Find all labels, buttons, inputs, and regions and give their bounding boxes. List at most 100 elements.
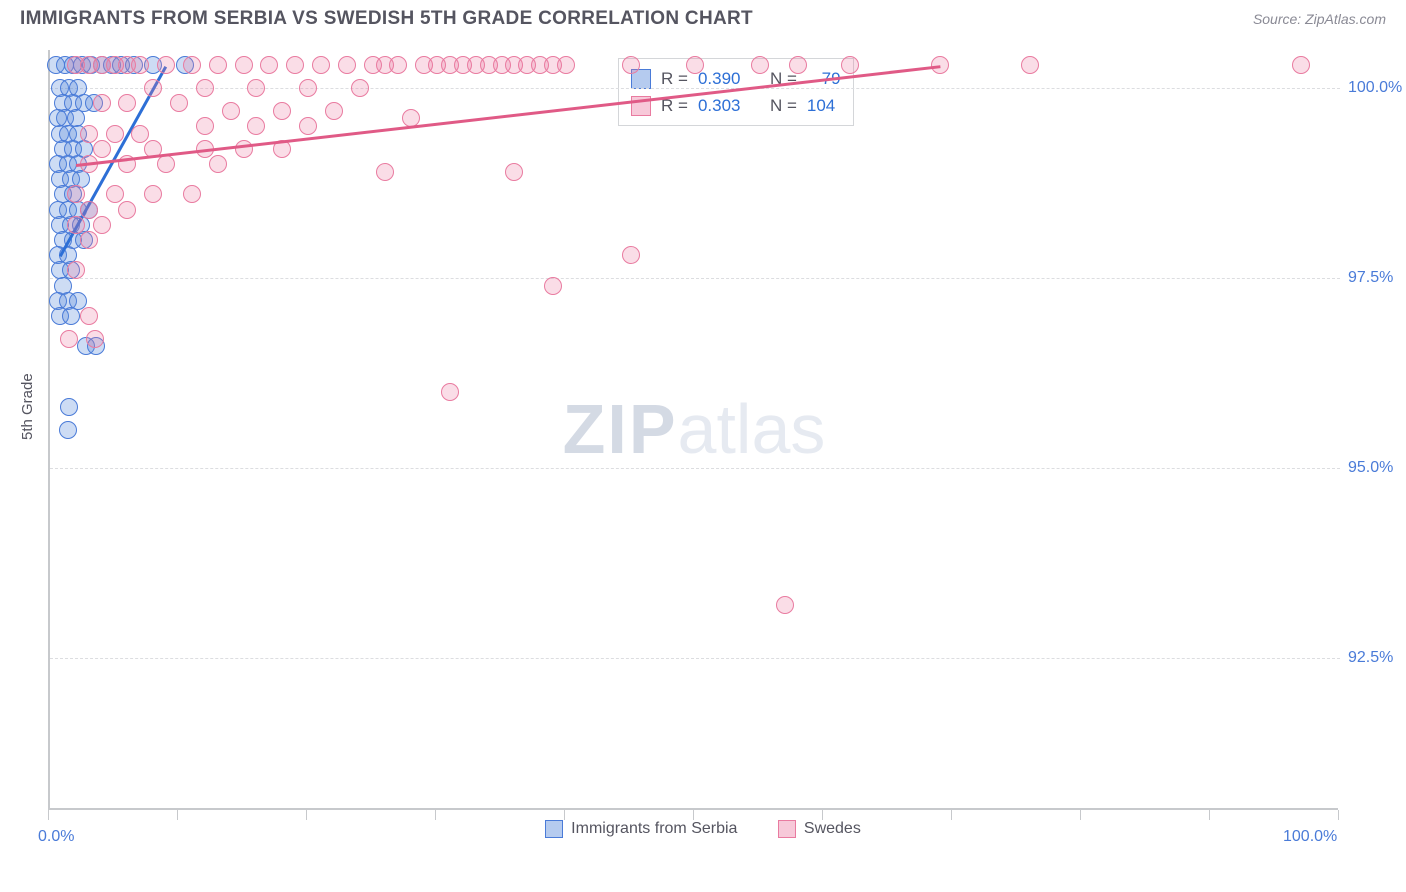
chart-header: IMMIGRANTS FROM SERBIA VS SWEDISH 5TH GR…	[0, 0, 1406, 34]
watermark-atlas: atlas	[678, 390, 826, 468]
bottom-swatch-swedes	[778, 820, 796, 838]
legend-r-swedes: 0.303	[698, 92, 741, 119]
ytick-label: 100.0%	[1348, 79, 1402, 97]
data-point	[209, 155, 227, 173]
data-point	[351, 79, 369, 97]
xtick-mark	[435, 810, 436, 820]
data-point	[118, 94, 136, 112]
plot-region: ZIPatlas R = 0.390 N = 79 R = 0.303 N = …	[48, 50, 1338, 810]
data-point	[1021, 56, 1039, 74]
data-point	[776, 596, 794, 614]
xtick-mark	[1209, 810, 1210, 820]
gridline-h	[50, 658, 1340, 659]
data-point	[93, 140, 111, 158]
watermark: ZIPatlas	[563, 389, 826, 469]
data-point	[299, 117, 317, 135]
data-point	[93, 94, 111, 112]
data-point	[841, 56, 859, 74]
data-point	[247, 117, 265, 135]
data-point	[544, 277, 562, 295]
gridline-h	[50, 88, 1340, 89]
data-point	[441, 383, 459, 401]
data-point	[131, 125, 149, 143]
ytick-label: 95.0%	[1348, 459, 1393, 477]
data-point	[557, 56, 575, 74]
data-point	[170, 94, 188, 112]
xtick-mark	[1080, 810, 1081, 820]
data-point	[183, 185, 201, 203]
data-point	[80, 231, 98, 249]
legend-n-swedes: 104	[807, 92, 835, 119]
source-credit: Source: ZipAtlas.com	[1253, 11, 1386, 27]
xtick-mark	[177, 810, 178, 820]
data-point	[144, 185, 162, 203]
data-point	[505, 163, 523, 181]
data-point	[60, 398, 78, 416]
y-axis-label: 5th Grade	[19, 373, 36, 440]
data-point	[118, 201, 136, 219]
data-point	[209, 56, 227, 74]
data-point	[299, 79, 317, 97]
chart-title: IMMIGRANTS FROM SERBIA VS SWEDISH 5TH GR…	[20, 8, 753, 30]
data-point	[62, 307, 80, 325]
data-point	[196, 117, 214, 135]
watermark-zip: ZIP	[563, 390, 678, 468]
bottom-legend: Immigrants from Serbia Swedes	[0, 820, 1406, 843]
ytick-label: 97.5%	[1348, 269, 1393, 287]
ytick-label: 92.5%	[1348, 649, 1393, 667]
data-point	[59, 421, 77, 439]
data-point	[286, 56, 304, 74]
bottom-legend-item-swedes: Swedes	[778, 820, 861, 838]
bottom-label-serbia: Immigrants from Serbia	[571, 820, 737, 838]
gridline-h	[50, 468, 1340, 469]
data-point	[260, 56, 278, 74]
data-point	[80, 307, 98, 325]
data-point	[325, 102, 343, 120]
data-point	[131, 56, 149, 74]
data-point	[622, 246, 640, 264]
bottom-swatch-serbia	[545, 820, 563, 838]
chart-area: ZIPatlas R = 0.390 N = 79 R = 0.303 N = …	[48, 50, 1378, 810]
xtick-mark	[48, 810, 49, 820]
bottom-label-swedes: Swedes	[804, 820, 861, 838]
data-point	[106, 125, 124, 143]
data-point	[183, 56, 201, 74]
data-point	[235, 56, 253, 74]
data-point	[622, 56, 640, 74]
data-point	[106, 185, 124, 203]
data-point	[196, 79, 214, 97]
data-point	[376, 163, 394, 181]
data-point	[157, 56, 175, 74]
data-point	[67, 185, 85, 203]
legend-n-prefix-2: N =	[770, 92, 797, 119]
xtick-mark	[306, 810, 307, 820]
xtick-mark	[564, 810, 565, 820]
bottom-legend-item-serbia: Immigrants from Serbia	[545, 820, 737, 838]
data-point	[222, 102, 240, 120]
data-point	[80, 125, 98, 143]
xtick-mark	[1338, 810, 1339, 820]
data-point	[235, 140, 253, 158]
data-point	[144, 79, 162, 97]
data-point	[273, 102, 291, 120]
data-point	[247, 79, 265, 97]
data-point	[80, 201, 98, 219]
data-point	[1292, 56, 1310, 74]
correlation-legend: R = 0.390 N = 79 R = 0.303 N = 104	[618, 58, 854, 126]
data-point	[686, 56, 704, 74]
data-point	[789, 56, 807, 74]
data-point	[93, 216, 111, 234]
data-point	[157, 155, 175, 173]
xtick-mark	[951, 810, 952, 820]
data-point	[86, 330, 104, 348]
data-point	[338, 56, 356, 74]
xtick-mark	[693, 810, 694, 820]
data-point	[60, 330, 78, 348]
data-point	[312, 56, 330, 74]
gridline-h	[50, 278, 1340, 279]
data-point	[67, 216, 85, 234]
data-point	[389, 56, 407, 74]
data-point	[67, 261, 85, 279]
xtick-mark	[822, 810, 823, 820]
data-point	[751, 56, 769, 74]
